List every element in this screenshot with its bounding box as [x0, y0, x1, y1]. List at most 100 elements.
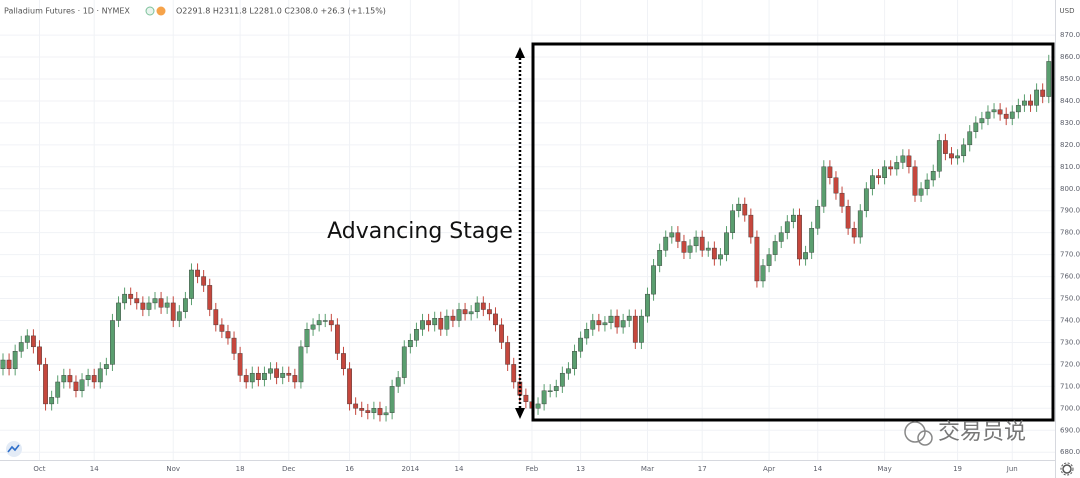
candle-body [487, 309, 492, 315]
candle-body [328, 320, 334, 326]
settings-gear[interactable] [1060, 462, 1074, 476]
candle-body [170, 302, 176, 321]
candle-body [383, 412, 389, 416]
y-tick-label: 860.0 [1060, 53, 1080, 61]
candle-body [201, 276, 207, 286]
candle-body [456, 309, 462, 321]
candle-body [766, 254, 772, 266]
candle-body [347, 368, 352, 405]
candle-body [833, 177, 839, 194]
y-tick-label: 680.0 [1060, 448, 1080, 456]
candle-body [122, 293, 128, 304]
candle-body [979, 118, 985, 124]
candle-body [31, 335, 36, 348]
x-tick-label: 17 [698, 465, 707, 473]
candle-body [18, 342, 24, 352]
candle-body [535, 403, 541, 409]
x-tick-label: Oct [33, 465, 45, 473]
candle-body [146, 302, 152, 310]
candle-body [1028, 100, 1033, 106]
candle-body [608, 315, 614, 323]
candle-body [249, 372, 255, 383]
candle-body [930, 170, 936, 181]
candle-body [140, 302, 146, 310]
candles [0, 54, 1052, 422]
candle-body [821, 166, 827, 207]
candle-body [784, 221, 790, 233]
candle-body [639, 315, 644, 343]
y-tick-label: 820.0 [1060, 141, 1080, 149]
candle-body [632, 315, 638, 343]
candle-body [91, 375, 97, 383]
candle-body [882, 166, 888, 178]
candle-body [961, 144, 967, 157]
candle-body [1040, 89, 1046, 97]
candle-body [189, 269, 194, 299]
candle-body [6, 359, 12, 369]
candle-body [985, 111, 991, 119]
x-tick-label: 19 [953, 465, 962, 473]
candle-body [559, 372, 565, 387]
candle-body [687, 245, 693, 253]
candle-body [748, 214, 754, 238]
candle-body [73, 381, 79, 391]
y-tick-label: 690.0 [1060, 426, 1080, 434]
tv-logo[interactable] [6, 441, 22, 457]
candle-body [669, 232, 675, 238]
candle-body [760, 265, 766, 282]
candle-body [24, 335, 30, 343]
candle-body [797, 214, 802, 260]
candle-body [213, 309, 219, 326]
candle-body [316, 320, 322, 326]
candle-body [298, 346, 304, 383]
candle-body [888, 166, 894, 170]
candle-body [97, 368, 103, 383]
candle-body [286, 372, 292, 376]
candle-body [943, 140, 948, 154]
candle-body [365, 410, 371, 413]
candle-body [468, 311, 474, 315]
candle-body [876, 175, 881, 178]
candle-body [803, 252, 808, 260]
candle-body [371, 408, 377, 413]
candle-body [128, 293, 134, 299]
x-tick-label: Jun [1006, 465, 1018, 473]
candle-body [906, 155, 912, 168]
y-tick-label: 740.0 [1060, 316, 1080, 324]
candle-body [845, 206, 851, 229]
candle-body [730, 210, 736, 233]
candle-body [997, 109, 1003, 115]
candle-body [414, 329, 419, 341]
candle-body [541, 390, 547, 405]
x-tick-label: Apr [763, 465, 775, 473]
candle-body [158, 298, 164, 308]
candle-body [894, 162, 900, 170]
x-tick-label: Nov [166, 465, 180, 473]
candle-body [523, 394, 529, 402]
candle-body [614, 315, 620, 328]
candle-body [596, 320, 602, 326]
candle-body [134, 298, 140, 304]
y-tick-label: 730.0 [1060, 338, 1080, 346]
status-dot[interactable] [145, 6, 155, 16]
candle-body [0, 359, 6, 369]
candle-body [243, 375, 249, 383]
y-tick-label: 870.0 [1060, 31, 1080, 39]
candle-body [620, 320, 626, 328]
candle-body [389, 386, 395, 413]
candle-body [742, 203, 748, 216]
candle-body [863, 188, 869, 211]
candle-body [955, 155, 960, 159]
candle-body [310, 324, 316, 330]
candle-body [657, 250, 663, 266]
y-tick-label: 720.0 [1060, 360, 1080, 368]
candle-body [493, 313, 498, 326]
candle-body [778, 232, 784, 242]
y-tick-label: 800.0 [1060, 185, 1080, 193]
candle-body [195, 269, 200, 277]
candle-body [182, 298, 188, 312]
y-tick-label: 770.0 [1060, 251, 1080, 259]
candle-body [693, 236, 699, 247]
delay-badge[interactable] [156, 6, 166, 16]
candle-body [304, 329, 310, 348]
